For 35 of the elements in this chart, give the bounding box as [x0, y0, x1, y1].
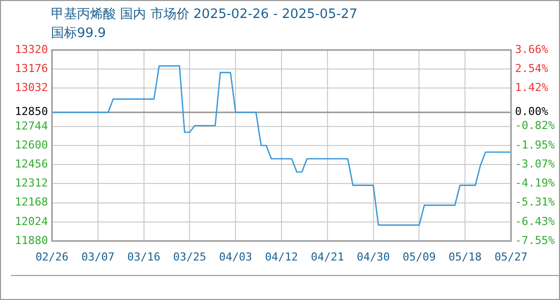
x-tick-label: 05/18 [448, 250, 482, 264]
y2-tick-label: -5.31% [515, 196, 556, 209]
chart-title: 甲基丙烯酸 国内 市场价 2025-02-26 - 2025-05-27 [51, 6, 358, 23]
x-tick-label: 04/12 [264, 250, 298, 264]
y-tick-label: 12744 [14, 119, 48, 132]
y2-tick-label: 2.54% [515, 62, 548, 75]
y2-tick-label: 0.00% [515, 105, 548, 118]
y-tick-label: 13032 [14, 81, 48, 94]
y-tick-label: 12168 [14, 196, 48, 209]
y2-tick-label: -6.43% [515, 214, 556, 228]
x-tick-label: 05/09 [402, 250, 436, 264]
y2-tick-label: 1.42% [515, 81, 548, 94]
y-tick-label: 12024 [14, 214, 48, 228]
x-tick-label: 04/03 [219, 250, 252, 264]
x-tick-label: 03/25 [173, 250, 206, 264]
x-tick-label: 02/26 [35, 250, 69, 264]
x-tick-label: 04/30 [356, 250, 390, 264]
y-tick-label: 13320 [14, 42, 48, 56]
x-tick-label: 04/21 [310, 250, 344, 264]
x-tick-label: 03/16 [127, 250, 160, 264]
y2-tick-label: -3.07% [515, 158, 556, 171]
y-tick-label: 12456 [14, 157, 48, 170]
y2-tick-label: -1.95% [515, 138, 556, 152]
y-tick-label: 11880 [14, 234, 48, 247]
y2-tick-label: -0.82% [515, 119, 556, 132]
y-tick-label: 12312 [14, 176, 48, 190]
y-tick-label: 12850 [14, 105, 48, 118]
y-tick-label: 12600 [14, 138, 48, 152]
y2-tick-label: 3.66% [515, 42, 548, 56]
chart-subtitle: 国标99.9 [51, 25, 106, 42]
x-tick-label: 05/27 [494, 250, 528, 264]
y2-tick-label: -4.19% [515, 176, 556, 190]
y2-tick-label: -7.55% [515, 234, 556, 247]
y-tick-label: 13176 [14, 62, 48, 75]
x-tick-label: 03/07 [81, 250, 114, 264]
